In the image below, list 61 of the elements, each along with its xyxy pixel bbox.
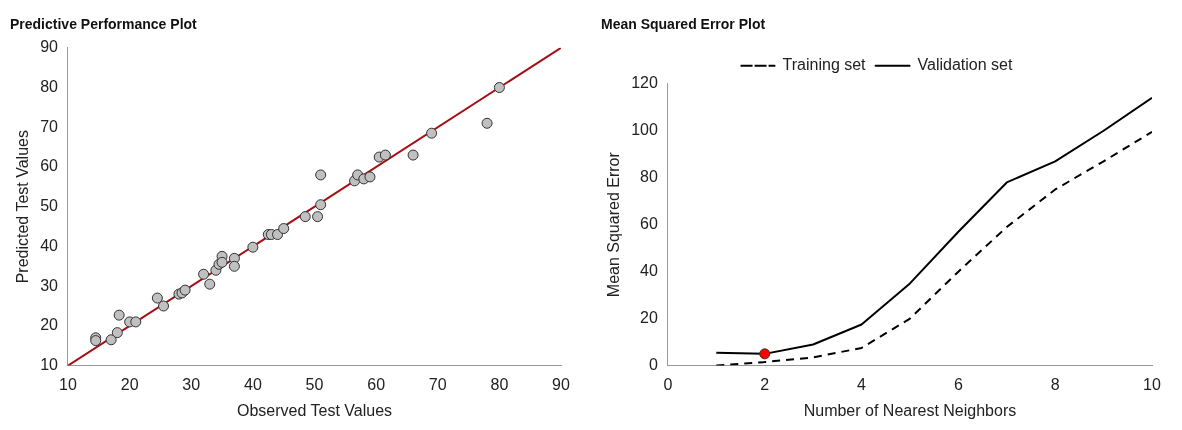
y-tick-label: 20 [640, 309, 658, 327]
x-tick-label: 20 [120, 375, 139, 393]
y-tick-label: 90 [40, 38, 59, 56]
point [481, 117, 493, 129]
x-tick-label: 70 [428, 375, 447, 393]
y-tick-label: 30 [40, 276, 59, 294]
y-tick-label: 100 [631, 121, 658, 139]
y-tick-label: 70 [40, 117, 59, 135]
legend-label: Validation set [917, 56, 1013, 74]
point [105, 334, 117, 346]
point [407, 149, 419, 161]
point [151, 292, 163, 304]
y-tick-label: 40 [640, 262, 658, 280]
x-tick-label: 60 [367, 375, 386, 393]
x-tick-label: 40 [243, 375, 262, 393]
y-tick-label: 20 [40, 316, 59, 334]
y-tick-label: 60 [40, 157, 59, 175]
y-tick-label: 10 [40, 356, 59, 374]
x-tick-label: 6 [953, 375, 963, 393]
x-tick-label: 8 [1050, 375, 1060, 393]
point [493, 82, 505, 94]
point [278, 223, 290, 235]
x-tick-label: 50 [305, 375, 324, 393]
point [111, 327, 123, 339]
x-tick-label: 0 [663, 375, 673, 393]
x-tick-label: 4 [857, 375, 867, 393]
x-tick-label: 90 [552, 375, 570, 393]
x-axis-title: Number of Nearest Neighbors [803, 401, 1017, 419]
point [130, 316, 142, 328]
point [312, 211, 324, 223]
y-tick-label: 80 [40, 77, 59, 95]
point [113, 309, 125, 321]
point [158, 300, 170, 312]
point [379, 149, 391, 161]
y-tick-label: 60 [640, 215, 658, 233]
y-tick-label: 40 [40, 236, 59, 254]
x-axis-title: Observed Test Values [236, 401, 393, 419]
legend-label: Training set [782, 56, 867, 74]
x-tick-label: 10 [1143, 375, 1161, 393]
y-axis-title: Mean Squared Error [605, 151, 623, 298]
point [315, 199, 327, 211]
line-series [715, 130, 1152, 366]
x-tick-label: 2 [760, 375, 770, 393]
y-axis-title: Predicted Test Values [14, 130, 32, 284]
chart-title: Mean Squared Error Plot [601, 16, 766, 33]
point [426, 127, 438, 139]
y-tick-label: 80 [640, 168, 658, 186]
x-tick-label: 30 [182, 375, 201, 393]
y-tick-label: 0 [648, 356, 658, 374]
point [247, 241, 259, 253]
point [364, 171, 376, 183]
chart-title: Predictive Performance Plot [10, 16, 198, 33]
point [228, 260, 240, 272]
point [299, 211, 311, 223]
point [204, 278, 216, 290]
point [198, 268, 210, 280]
y-tick-label: 50 [40, 197, 59, 215]
y-tick-label: 120 [631, 74, 658, 92]
x-tick-label: 10 [59, 375, 77, 393]
point [315, 169, 327, 181]
x-tick-label: 80 [490, 375, 509, 393]
